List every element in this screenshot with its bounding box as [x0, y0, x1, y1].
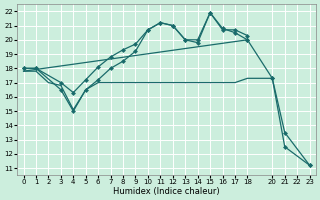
X-axis label: Humidex (Indice chaleur): Humidex (Indice chaleur) — [113, 187, 220, 196]
